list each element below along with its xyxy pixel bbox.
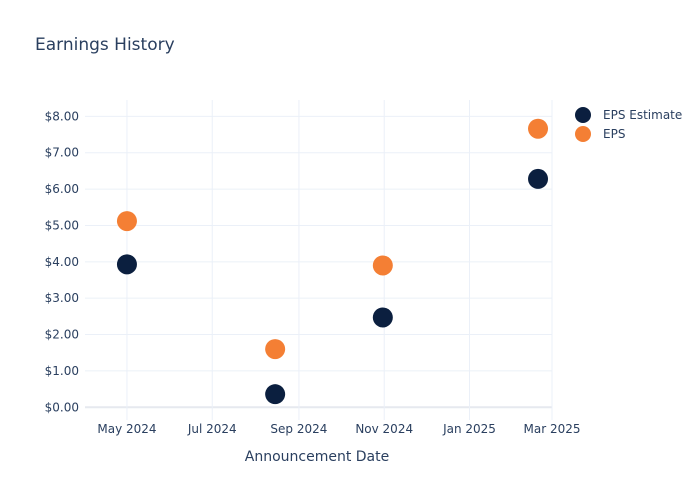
x-tick-label: Nov 2024 — [355, 422, 413, 436]
x-tick-label: Mar 2025 — [524, 422, 581, 436]
eps-estimate-point — [265, 384, 286, 405]
eps-point — [265, 339, 286, 360]
x-tick-label: Jan 2025 — [442, 422, 496, 436]
y-tick-label: $2.00 — [45, 328, 79, 342]
y-axis-ticks: $0.00 $1.00 $2.00 $3.00 $4.00 $5.00 $6.00 $7.00… — [45, 109, 79, 414]
legend-item-eps-estimate[interactable]: EPS Estimate — [575, 107, 682, 123]
y-tick-label: $3.00 — [45, 291, 79, 305]
scatter-points — [116, 118, 549, 405]
y-tick-label: $1.00 — [45, 364, 79, 378]
x-tick-label: May 2024 — [97, 422, 156, 436]
x-axis-ticks: May 2024 Jul 2024 Sep 2024 Nov 2024 Jan 2025… — [97, 422, 580, 436]
legend-label-eps-estimate: EPS Estimate — [603, 108, 682, 122]
legend-label-eps: EPS — [603, 127, 625, 141]
eps-point — [528, 118, 549, 139]
x-axis-title: Announcement Date — [245, 449, 389, 465]
eps-estimate-point — [372, 307, 393, 328]
legend[interactable]: EPS Estimate EPS — [575, 107, 682, 142]
legend-marker-eps-estimate — [575, 107, 591, 123]
y-tick-label: $8.00 — [45, 109, 79, 123]
y-tick-label: $6.00 — [45, 182, 79, 196]
eps-point — [116, 211, 137, 232]
y-tick-label: $5.00 — [45, 218, 79, 232]
eps-point — [372, 255, 393, 276]
x-tick-label: Sep 2024 — [270, 422, 327, 436]
legend-marker-eps — [575, 126, 591, 142]
y-tick-label: $0.00 — [45, 400, 79, 414]
eps-estimate-point — [116, 254, 137, 275]
y-tick-label: $4.00 — [45, 255, 79, 269]
chart-title: Earnings History — [35, 35, 175, 55]
legend-item-eps[interactable]: EPS — [575, 126, 625, 142]
y-tick-label: $7.00 — [45, 146, 79, 160]
x-tick-label: Jul 2024 — [187, 422, 237, 436]
eps-estimate-point — [528, 168, 549, 189]
